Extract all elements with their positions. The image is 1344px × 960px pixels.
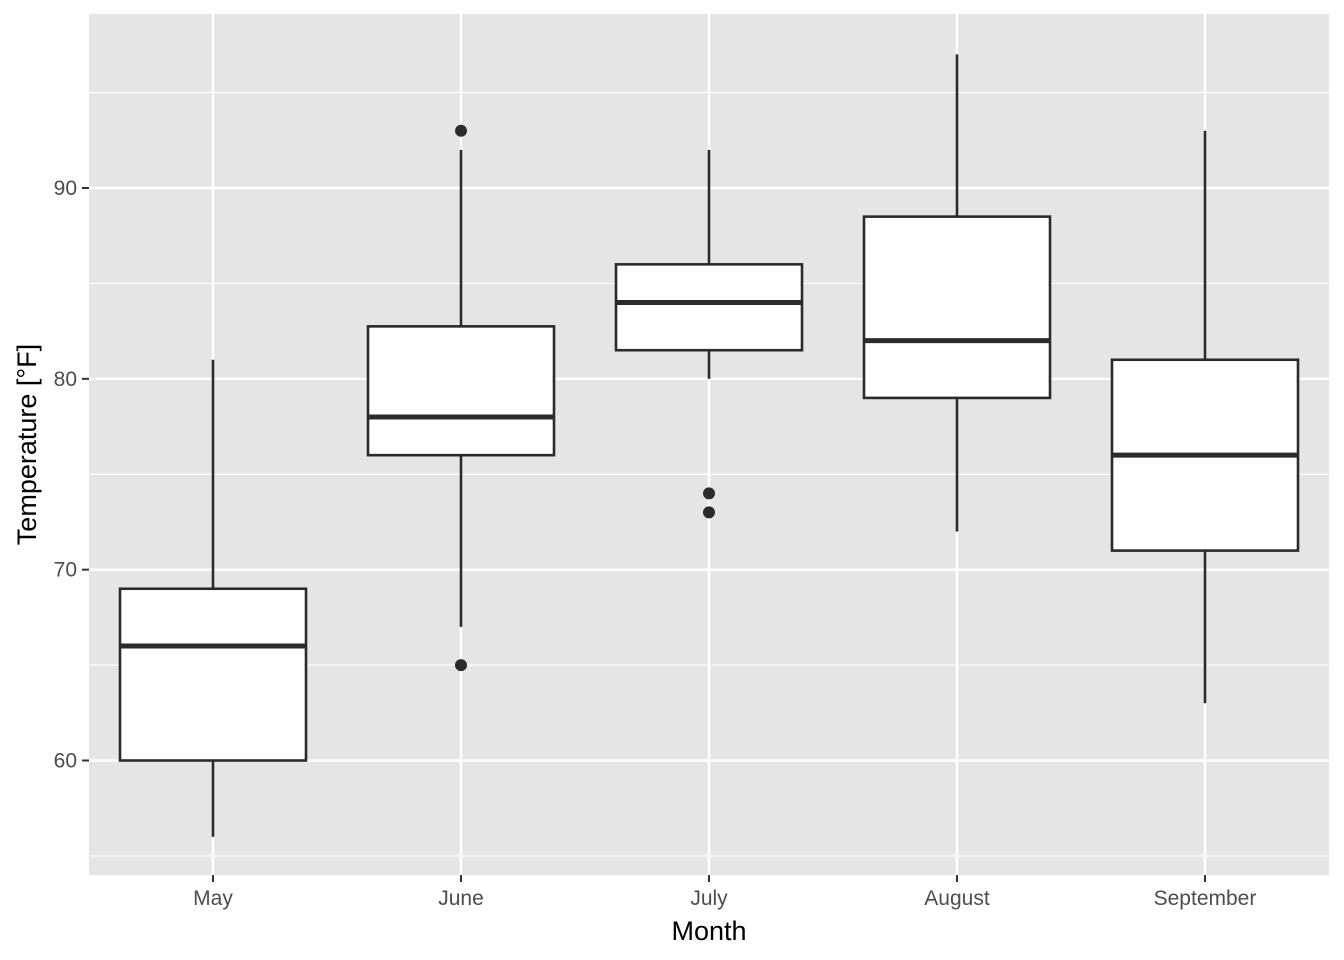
x-tick-label: July	[690, 887, 728, 910]
outlier-point	[703, 506, 715, 518]
iqr-box	[120, 589, 306, 761]
x-tick-label: August	[924, 887, 990, 910]
iqr-box	[864, 217, 1050, 398]
y-tick-label: 70	[54, 559, 77, 582]
outlier-point	[703, 487, 715, 499]
iqr-box	[616, 264, 802, 350]
outlier-point	[455, 659, 467, 671]
y-tick-label: 60	[54, 750, 77, 773]
x-tick-label: September	[1154, 887, 1257, 910]
x-axis: May June July August September	[193, 875, 1256, 910]
y-tick-label: 90	[54, 177, 77, 200]
x-axis-title: Month	[671, 916, 746, 946]
x-tick-label: June	[438, 887, 484, 910]
outlier-point	[455, 125, 467, 137]
x-tick-label: May	[193, 887, 233, 910]
y-axis-title: Temperature [°F]	[12, 344, 42, 545]
y-tick-label: 80	[54, 368, 77, 391]
y-axis: 60 70 80 90	[54, 177, 89, 772]
iqr-box	[368, 326, 554, 455]
